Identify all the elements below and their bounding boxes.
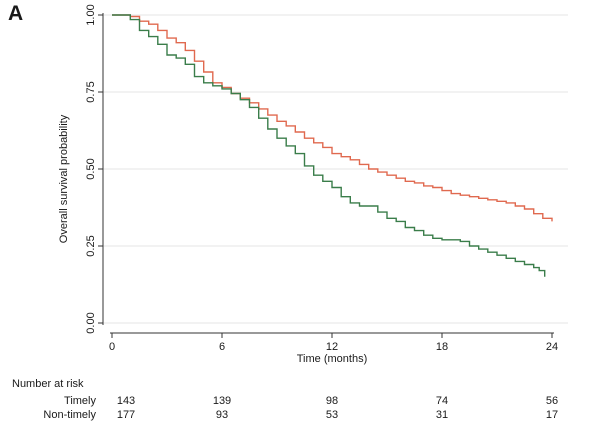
x-tick-label-2: 12 (326, 341, 338, 353)
axes-layer: 0.00 0.25 0.50 0.75 1.00 0 6 12 18 24 (85, 4, 558, 353)
y-tick-label-3: 0.75 (85, 81, 97, 102)
panel-label: A (8, 2, 24, 25)
y-tick-label-4: 1.00 (85, 4, 97, 25)
series-line-timely (112, 14, 553, 222)
grid-layer (103, 14, 568, 324)
x-tick-label-1: 6 (219, 341, 225, 353)
x-tick-label-0: 0 (109, 341, 115, 353)
y-axis-title: Overall survival probability (58, 114, 70, 243)
y-tick-label-1: 0.25 (85, 235, 97, 256)
y-tick-label-2: 0.50 (85, 158, 97, 179)
x-tick-label-3: 18 (436, 341, 448, 353)
series-layer (112, 14, 553, 277)
x-tick-label-4: 24 (546, 341, 558, 353)
x-axis-title: Time (months) (297, 353, 368, 365)
series-line-non-timely (112, 14, 546, 277)
y-tick-label-0: 0.00 (85, 312, 97, 333)
